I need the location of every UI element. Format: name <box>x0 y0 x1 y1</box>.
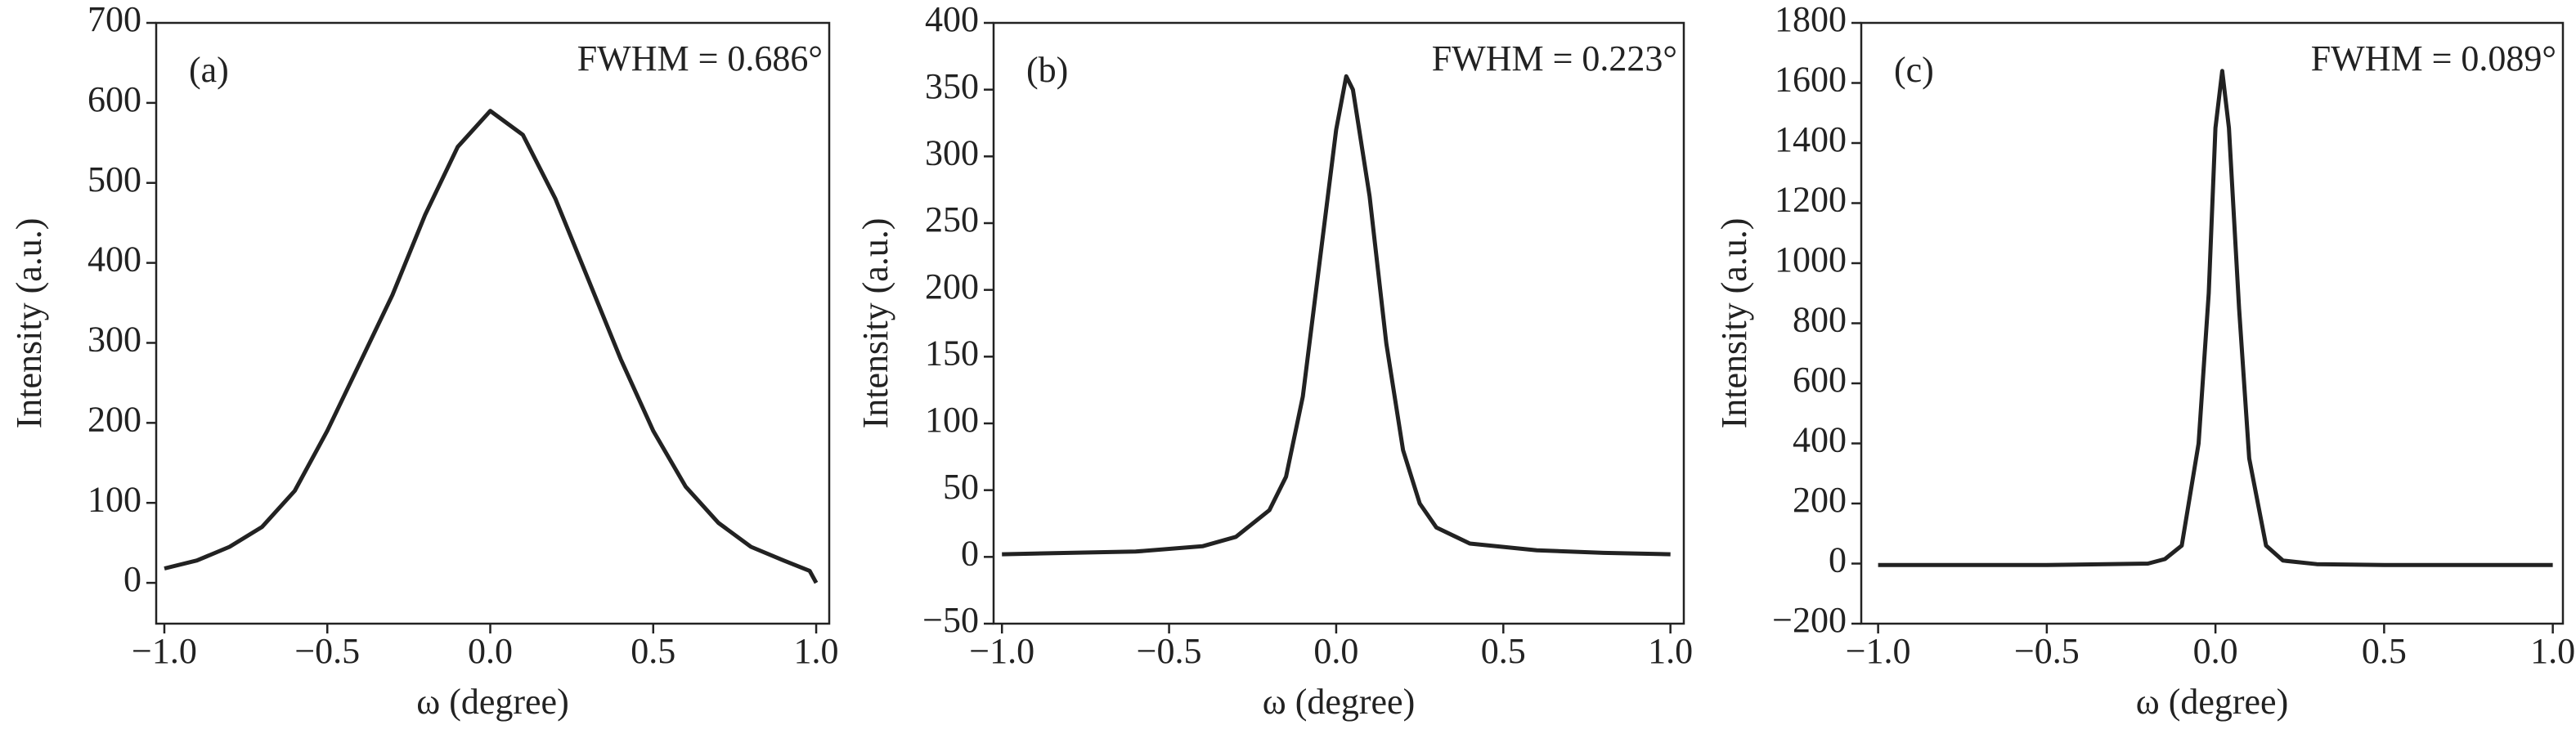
y-tick-label: 250 <box>925 199 979 239</box>
annotation: FWHM = 0.223° <box>1432 38 1677 78</box>
y-tick-label: 700 <box>88 0 141 39</box>
y-tick-label: 600 <box>1793 360 1847 400</box>
y-tick-label: 400 <box>925 0 979 39</box>
y-tick-label: 300 <box>88 320 141 360</box>
plot-frame <box>1860 21 2565 625</box>
data-line <box>1878 69 2553 567</box>
data-line <box>164 109 819 584</box>
x-tick-label: −0.5 <box>294 631 360 671</box>
panel-label: (c) <box>1894 50 1934 90</box>
x-tick-label: −1.0 <box>969 631 1034 671</box>
annotation: FWHM = 0.686° <box>577 38 823 78</box>
y-tick-label: 1600 <box>1775 60 1847 100</box>
plot-frame <box>992 21 1685 625</box>
y-tick-label: 0 <box>1829 540 1847 580</box>
y-axis-label: Intensity (a.u.) <box>855 218 895 429</box>
y-tick-label: 800 <box>1793 300 1847 340</box>
x-tick-label: 1.0 <box>2530 631 2575 671</box>
y-tick-label: 0 <box>123 559 141 599</box>
y-tick-label: 400 <box>1793 420 1847 460</box>
x-tick-label: 0.0 <box>468 631 513 671</box>
x-tick-label: −0.5 <box>2014 631 2080 671</box>
x-tick-label: 0.0 <box>2193 631 2238 671</box>
y-tick-label: 1800 <box>1775 0 1847 39</box>
annotation: FWHM = 0.089° <box>2311 38 2556 78</box>
y-tick-label: 1400 <box>1775 119 1847 159</box>
x-tick-label: 1.0 <box>1648 631 1693 671</box>
y-axis-label: Intensity (a.u.) <box>9 218 49 429</box>
y-tick-label: −200 <box>1772 600 1847 640</box>
y-tick-label: 350 <box>925 66 979 106</box>
x-tick-label: −1.0 <box>1846 631 1911 671</box>
y-tick-label: 200 <box>1793 480 1847 520</box>
data-line <box>1002 74 1671 557</box>
y-tick-label: 100 <box>88 479 141 519</box>
x-tick-label: 0.0 <box>1313 631 1358 671</box>
x-tick-label: 1.0 <box>794 631 839 671</box>
y-tick-label: 200 <box>925 266 979 307</box>
y-tick-label: 0 <box>961 533 979 573</box>
panel-label: (b) <box>1026 50 1068 90</box>
y-tick-label: 50 <box>943 467 979 507</box>
y-tick-label: 100 <box>925 400 979 440</box>
y-tick-label: −50 <box>922 600 979 640</box>
x-axis-label: ω (degree) <box>1263 682 1416 722</box>
x-axis-label: ω (degree) <box>416 682 569 722</box>
x-tick-label: 0.5 <box>2362 631 2407 671</box>
y-axis-label: Intensity (a.u.) <box>1714 218 1754 429</box>
x-tick-label: −1.0 <box>132 631 197 671</box>
x-tick-label: 0.5 <box>1481 631 1526 671</box>
panel-label: (a) <box>189 50 229 90</box>
x-tick-label: −0.5 <box>1137 631 1202 671</box>
plot-frame <box>155 21 831 625</box>
x-axis-label: ω (degree) <box>2136 682 2289 722</box>
y-tick-label: 1200 <box>1775 180 1847 220</box>
y-tick-label: 400 <box>88 239 141 280</box>
y-tick-label: 150 <box>925 333 979 373</box>
x-tick-label: 0.5 <box>631 631 675 671</box>
y-tick-label: 300 <box>925 132 979 172</box>
y-tick-label: 500 <box>88 159 141 199</box>
y-tick-label: 1000 <box>1775 239 1847 280</box>
y-tick-label: 600 <box>88 79 141 119</box>
y-tick-label: 200 <box>88 399 141 439</box>
